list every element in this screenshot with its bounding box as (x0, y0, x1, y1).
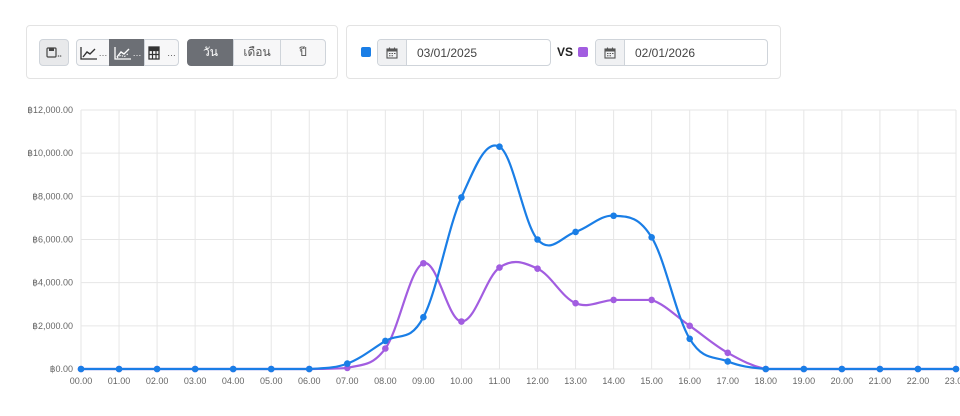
data-point[interactable] (648, 296, 655, 304)
data-point[interactable] (610, 212, 617, 220)
line-chart-icon (79, 46, 97, 60)
data-point[interactable] (914, 365, 922, 373)
date-a-picker[interactable]: 03/01/2025 (377, 39, 551, 66)
table-view-ellipsis: … (167, 47, 176, 58)
data-point[interactable] (496, 143, 503, 150)
data-point[interactable] (762, 365, 770, 373)
data-point[interactable] (458, 318, 465, 325)
data-point[interactable] (305, 365, 313, 373)
y-tick-label: ฿6,000.00 (32, 235, 73, 245)
area-chart-icon (113, 46, 131, 60)
x-tick-label: 10.00 (450, 376, 473, 386)
x-tick-label: 22.00 (907, 376, 930, 386)
period-day-button[interactable]: วัน (187, 39, 234, 66)
data-point[interactable] (420, 259, 427, 267)
x-tick-label: 06.00 (298, 376, 321, 386)
series-line (81, 260, 956, 371)
chart-series (77, 143, 960, 373)
data-point[interactable] (191, 365, 199, 373)
y-tick-label: ฿0.00 (50, 364, 73, 374)
x-tick-label: 21.00 (869, 376, 892, 386)
data-point[interactable] (686, 335, 693, 343)
x-tick-label: 05.00 (260, 376, 283, 386)
table-icon (148, 45, 160, 60)
x-tick-label: 18.00 (755, 376, 778, 386)
data-point[interactable] (534, 265, 541, 272)
x-tick-label: 14.00 (602, 376, 625, 386)
data-point[interactable] (610, 296, 617, 304)
data-point[interactable] (572, 228, 579, 236)
vs-label: VS (557, 45, 574, 59)
x-tick-label: 13.00 (564, 376, 587, 386)
data-point[interactable] (838, 365, 846, 373)
x-tick-label: 20.00 (831, 376, 854, 386)
date-a-value[interactable]: 03/01/2025 (417, 45, 478, 60)
save-button[interactable] (39, 39, 69, 66)
series-1 (77, 143, 960, 373)
data-point[interactable] (724, 349, 732, 357)
date-b-picker[interactable]: 02/01/2026 (595, 39, 768, 66)
calendar-icon[interactable] (378, 40, 407, 65)
x-tick-label: 19.00 (793, 376, 816, 386)
date-b-value[interactable]: 02/01/2026 (635, 45, 696, 60)
x-tick-label: 09.00 (412, 376, 435, 386)
data-point[interactable] (420, 313, 427, 321)
y-tick-label: ฿12,000.00 (27, 105, 73, 115)
data-point[interactable] (77, 365, 85, 373)
data-point[interactable] (153, 365, 161, 373)
line-chart-button[interactable]: … (76, 39, 110, 66)
x-tick-label: 11.00 (489, 376, 511, 386)
y-tick-label: ฿2,000.00 (32, 321, 73, 331)
data-point[interactable] (572, 299, 579, 307)
x-tick-label: 07.00 (336, 376, 359, 386)
x-tick-label: 17.00 (716, 376, 739, 386)
y-axis-ticks: ฿0.00 ฿2,000.00 ฿4,000.00 ฿6,000.00 ฿8,000.0… (27, 105, 73, 374)
data-point[interactable] (382, 337, 389, 345)
data-point[interactable] (952, 365, 960, 373)
data-point[interactable] (800, 365, 808, 373)
series-b-swatch (578, 47, 588, 57)
x-tick-label: 08.00 (374, 376, 397, 386)
x-tick-label: 02.00 (146, 376, 169, 386)
y-tick-label: ฿10,000.00 (27, 148, 73, 158)
x-tick-label: 15.00 (640, 376, 663, 386)
data-point[interactable] (458, 194, 465, 201)
area-chart-button[interactable]: … (109, 39, 145, 66)
y-tick-label: ฿4,000.00 (32, 278, 73, 288)
data-point[interactable] (534, 236, 541, 243)
data-point[interactable] (267, 365, 275, 373)
x-axis-ticks: 00.00 01.00 02.00 03.00 04.00 05.00 06.00 07.00… (70, 376, 960, 386)
data-point[interactable] (724, 358, 732, 365)
table-view-button[interactable]: … (144, 39, 179, 66)
y-tick-label: ฿8,000.00 (32, 191, 73, 201)
data-point[interactable] (115, 365, 123, 373)
chart-toolbar: … … … วัน เดือน ปี (26, 25, 338, 79)
x-tick-label: 00.00 (70, 376, 93, 386)
x-tick-label: 12.00 (526, 376, 549, 386)
period-year-button[interactable]: ปี (280, 39, 326, 66)
x-tick-label: 23.00 (945, 376, 960, 386)
period-month-button[interactable]: เดือน (233, 39, 281, 66)
chart-grid (80, 109, 957, 370)
date-compare-panel: 03/01/2025 VS 02/01/2026 (346, 25, 781, 79)
data-point[interactable] (229, 365, 237, 373)
x-tick-label: 04.00 (222, 376, 245, 386)
data-point[interactable] (648, 234, 655, 241)
line-chart-ellipsis: … (98, 47, 108, 58)
calendar-icon[interactable] (596, 40, 625, 65)
data-point[interactable] (382, 345, 389, 352)
x-tick-label: 03.00 (184, 376, 207, 386)
x-tick-label: 01.00 (108, 376, 131, 386)
save-icon (46, 46, 62, 58)
x-tick-label: 16.00 (678, 376, 701, 386)
data-point[interactable] (496, 264, 503, 271)
sales-line-chart: ฿0.00 ฿2,000.00 ฿4,000.00 ฿6,000.00 ฿8,000.0… (27, 105, 960, 386)
data-point[interactable] (344, 360, 351, 367)
series-0 (77, 259, 960, 373)
series-a-swatch (361, 47, 371, 57)
series-line (81, 144, 956, 371)
data-point[interactable] (876, 365, 884, 373)
area-chart-ellipsis: … (132, 47, 142, 58)
data-point[interactable] (686, 322, 693, 330)
